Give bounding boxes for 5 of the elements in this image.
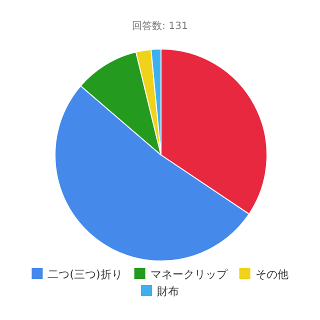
legend-label: マネークリップ (150, 268, 228, 281)
chart-title: 回答数: 131 (132, 20, 188, 32)
legend-label: 二つ(三つ)折り (48, 268, 122, 281)
legend-label: その他 (255, 268, 288, 281)
legend-label: 財布 (157, 285, 179, 298)
